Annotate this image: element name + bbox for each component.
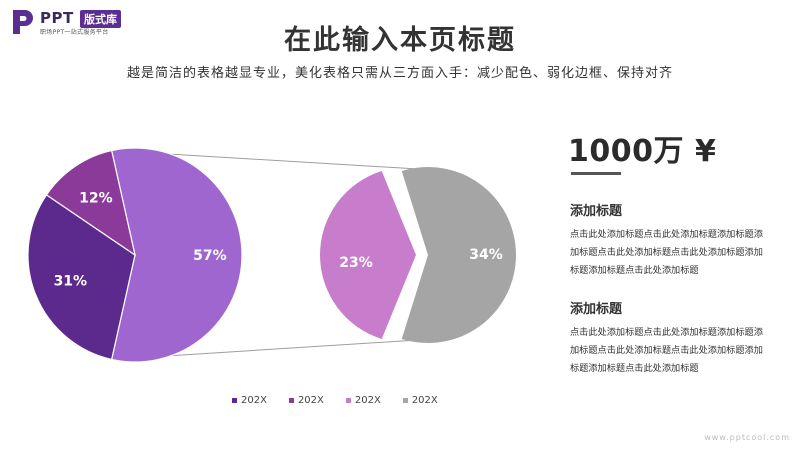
legend-swatch: [345, 398, 351, 403]
pie-slice-label: 23%: [339, 255, 373, 271]
main-pie: [27, 147, 243, 363]
text-block-2: 添加标题 点击此处添加标题点击此处添加标题添加标题添加标题点击此处添加标题点击此…: [570, 298, 770, 378]
pie-slice: [110, 147, 243, 363]
breakdown-pie: [320, 167, 516, 343]
block-text: 点击此处添加标题点击此处添加标题添加标题添加标题点击此处添加标题点击此处添加标题…: [570, 327, 763, 374]
legend-item: 202X: [232, 395, 267, 406]
page-title: 在此输入本页标题: [284, 25, 516, 56]
legend: 202X 202X 202X 202X: [232, 395, 438, 406]
watermark: www.pptcool.com: [704, 433, 790, 442]
pie-slice: [27, 194, 136, 361]
logo-badge: 版式库: [80, 10, 121, 28]
text-block-1: 添加标题 点击此处添加标题点击此处添加标题添加标题添加标题点击此处添加标题点击此…: [570, 200, 770, 280]
block-title: 添加标题: [570, 204, 623, 219]
big-number: 1000万 ¥: [568, 134, 717, 169]
legend-swatch: [288, 398, 294, 403]
pie-slice-label: 34%: [469, 247, 503, 263]
legend-label: 202X: [297, 395, 324, 406]
pie-labels: 57% 31% 12% 23% 34%: [54, 190, 503, 289]
pie-slice-label: 57%: [193, 248, 227, 264]
legend-item: 202X: [402, 395, 438, 406]
pie-slice: [401, 167, 516, 343]
pie-slice: [320, 171, 416, 339]
legend-swatch: [402, 398, 408, 403]
pie-slice: [45, 149, 136, 257]
pie-slice-label: 31%: [54, 274, 88, 290]
block-title: 添加标题: [570, 302, 623, 317]
page-subtitle: 越是简洁的表格越显专业，美化表格只需从三方面入手：减少配色、弱化边框、保持对齐: [126, 66, 673, 81]
pie-slice-label: 12%: [79, 190, 113, 206]
legend-label: 202X: [411, 395, 438, 406]
legend-item: 202X: [288, 395, 324, 406]
logo: PPT 版式库 职场PPT一站式服务平台: [10, 8, 160, 36]
legend-swatch: [232, 398, 237, 403]
logo-text: PPT: [40, 9, 74, 27]
logo-mark-icon: [13, 10, 33, 34]
divider: [571, 172, 621, 175]
legend-label: 202X: [241, 395, 267, 406]
legend-item: 202X: [345, 395, 381, 406]
block-text: 点击此处添加标题点击此处添加标题添加标题添加标题点击此处添加标题点击此处添加标题…: [570, 229, 763, 276]
legend-label: 202X: [354, 395, 381, 406]
logo-tagline: 职场PPT一站式服务平台: [40, 29, 109, 36]
